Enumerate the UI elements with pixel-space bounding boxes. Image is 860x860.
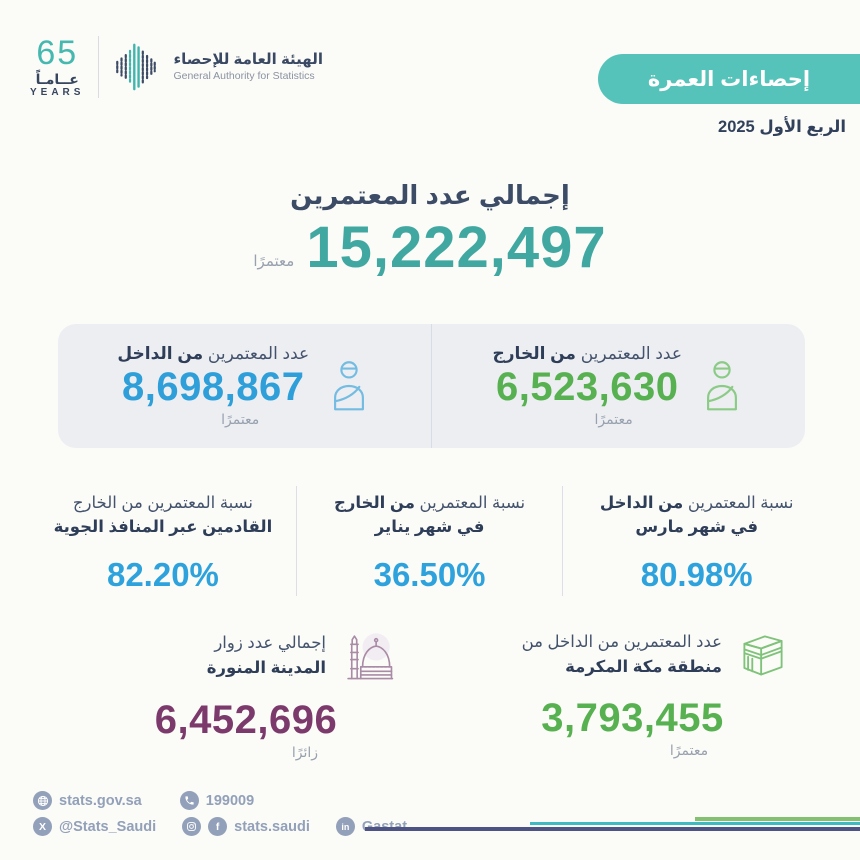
- hero-total-value: 15,222,497: [306, 215, 607, 280]
- percent-stats-row: نسبة المعتمرين من الداخل في شهر مارس 80.…: [30, 486, 830, 596]
- madinah-label-line1: إجمالي عدد زوار: [214, 634, 326, 653]
- external-card-label-bold: من الخارج: [492, 344, 576, 363]
- makkah-label-line1: عدد المعتمرين من الداخل من: [521, 633, 722, 652]
- internal-card-text: عدد المعتمرين من الداخل 8,698,867 معتمرً…: [117, 344, 309, 428]
- footer-row-2: X @Stats_Saudi f stats.saudi in Gastat: [33, 817, 407, 836]
- percent-label-line2: القادمين عبر المنافذ الجوية: [53, 517, 273, 536]
- pilgrim-icon: [327, 360, 371, 412]
- percent-label-bold: من الداخل: [599, 494, 684, 512]
- external-pilgrims-card: عدد المعتمرين من الخارج 6,523,630 معتمرً…: [432, 324, 806, 448]
- decorative-line-teal: [530, 821, 860, 825]
- external-card-value: 6,523,630: [496, 365, 679, 409]
- 65-years-logo: 65 عــامـاً YEARS: [30, 36, 84, 98]
- percent-stat-value: 80.98%: [640, 555, 753, 593]
- footer-x-account: X @Stats_Saudi: [33, 817, 156, 836]
- percent-label-line2: في شهر يناير: [374, 517, 485, 536]
- footer-website-text: stats.gov.sa: [59, 792, 142, 809]
- phone-icon: [179, 791, 199, 810]
- authority-name-block: الهيئة العامة للإحصاء General Authority …: [173, 51, 323, 83]
- authority-name-arabic: الهيئة العامة للإحصاء: [173, 51, 323, 69]
- madinah-label-line2: المدينة المنورة: [206, 659, 326, 677]
- instagram-icon: [182, 817, 202, 836]
- footer-website: stats.gov.sa: [33, 791, 142, 810]
- logo-divider: [98, 36, 100, 98]
- internal-card-value: 8,698,867: [122, 365, 305, 409]
- internal-card-unit: معتمرًا: [221, 411, 260, 427]
- hero-title: إجمالي عدد المعتمرين: [290, 180, 570, 210]
- x-icon: X: [33, 817, 52, 836]
- pilgrim-icon: [700, 360, 744, 412]
- report-title-banner: إحصاءات العمرة: [598, 54, 860, 104]
- hero-number-row: 15,222,497 معتمرًا: [0, 215, 860, 280]
- makkah-stat-header: عدد المعتمرين من الداخل من منطقة مكة الم…: [475, 628, 790, 682]
- footer-x-text: @Stats_Saudi: [59, 818, 157, 835]
- madinah-stat-value: 6,452,696: [154, 698, 338, 742]
- footer-phone-text: 199009: [205, 792, 255, 809]
- external-card-label: عدد المعتمرين من الخارج: [493, 344, 682, 364]
- percent-stat-label: نسبة المعتمرين من الخارج في شهر يناير: [297, 492, 563, 540]
- madinah-stat-unit: زائرًا: [291, 744, 318, 760]
- madinah-stat-header: إجمالي عدد زوار المدينة المنورة: [96, 628, 396, 684]
- globe-icon: [33, 791, 52, 810]
- percent-label-bold: من الخارج: [333, 494, 415, 512]
- makkah-label-line2: منطقة مكة المكرمة: [565, 658, 722, 676]
- mosque-icon: [340, 628, 396, 684]
- percent-label-normal: نسبة المعتمرين: [419, 494, 526, 512]
- internal-card-label: عدد المعتمرين من الداخل: [117, 344, 309, 364]
- decorative-line-navy: [365, 827, 860, 831]
- facebook-icon: f: [208, 817, 228, 836]
- makkah-stat-label: عدد المعتمرين من الداخل من منطقة مكة الم…: [522, 630, 722, 680]
- internal-pilgrims-card: عدد المعتمرين من الداخل 8,698,867 معتمرً…: [58, 324, 432, 448]
- 65-years-arabic-label: عــامـاً: [35, 71, 79, 87]
- percent-stat-internal-march: نسبة المعتمرين من الداخل في شهر مارس 80.…: [563, 486, 830, 596]
- quarter-label: الربع الأول 2025: [718, 118, 846, 136]
- external-card-unit: معتمرًا: [594, 411, 633, 427]
- header-logo-group: 65 عــامـاً YEARS الهيئة العامة للإحصاء …: [30, 36, 323, 98]
- external-card-text: عدد المعتمرين من الخارج 6,523,630 معتمرً…: [493, 344, 682, 428]
- hero-unit-label: معتمرًا: [253, 252, 295, 270]
- percent-stat-external-air-ports: نسبة المعتمرين من الخارج القادمين عبر ال…: [30, 486, 297, 596]
- summary-box: عدد المعتمرين من الخارج 6,523,630 معتمرً…: [58, 324, 805, 448]
- decorative-line-green: [695, 817, 860, 821]
- footer-social-accounts: f stats.saudi: [182, 817, 310, 836]
- percent-stat-value: 82.20%: [106, 555, 219, 593]
- madinah-visitors-stat: إجمالي عدد زوار المدينة المنورة 6,452,69…: [96, 628, 396, 761]
- kaaba-icon: [736, 628, 790, 682]
- makkah-internal-pilgrims-stat: عدد المعتمرين من الداخل من منطقة مكة الم…: [475, 628, 790, 759]
- percent-label-normal: نسبة المعتمرين من الخارج: [72, 494, 253, 512]
- percent-label-line2: في شهر مارس: [635, 517, 759, 536]
- authority-name-english: General Authority for Statistics: [173, 69, 315, 82]
- percent-stat-value: 36.50%: [373, 555, 486, 593]
- footer-row-1: stats.gov.sa 199009: [33, 791, 254, 810]
- footer-phone: 199009: [179, 791, 255, 810]
- footer-social-text: stats.saudi: [234, 818, 310, 835]
- madinah-stat-label: إجمالي عدد زوار المدينة المنورة: [207, 631, 326, 681]
- external-card-label-normal: عدد المعتمرين: [580, 344, 682, 363]
- makkah-stat-unit: معتمرًا: [669, 742, 709, 758]
- percent-label-normal: نسبة المعتمرين: [687, 494, 794, 512]
- internal-card-label-normal: عدد المعتمرين: [207, 344, 310, 363]
- percent-stat-label: نسبة المعتمرين من الخارج القادمين عبر ال…: [30, 492, 296, 540]
- internal-card-label-bold: من الداخل: [117, 344, 204, 363]
- percent-stat-external-january: نسبة المعتمرين من الخارج في شهر يناير 36…: [297, 486, 564, 596]
- 65-years-number: 65: [36, 34, 79, 72]
- makkah-stat-value: 3,793,455: [541, 696, 724, 740]
- gastat-logo-mark-icon: [113, 40, 159, 94]
- linkedin-icon: in: [335, 817, 355, 836]
- banner-title: إحصاءات العمرة: [647, 67, 811, 91]
- percent-stat-label: نسبة المعتمرين من الداخل في شهر مارس: [563, 492, 830, 540]
- 65-years-english-label: YEARS: [30, 87, 85, 98]
